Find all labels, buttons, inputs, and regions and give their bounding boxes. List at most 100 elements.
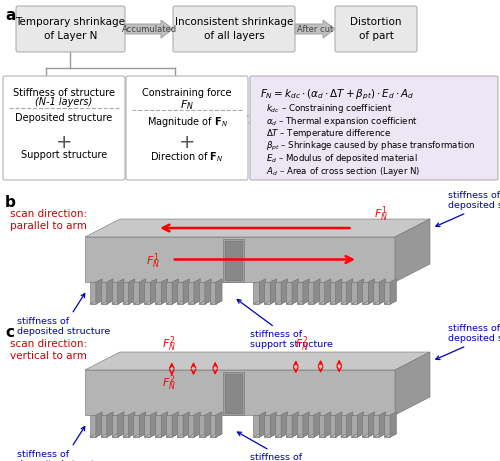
- Polygon shape: [395, 219, 430, 282]
- Polygon shape: [177, 301, 190, 304]
- Text: stiffness of
deposited structure: stiffness of deposited structure: [436, 324, 500, 360]
- Polygon shape: [264, 282, 270, 304]
- Polygon shape: [362, 282, 368, 304]
- Polygon shape: [340, 434, 353, 437]
- Polygon shape: [224, 372, 244, 415]
- Polygon shape: [118, 279, 124, 304]
- Polygon shape: [150, 279, 156, 304]
- Polygon shape: [297, 415, 303, 437]
- Polygon shape: [352, 301, 364, 304]
- Polygon shape: [275, 282, 281, 304]
- Text: $\Delta T$ – Temperature difference: $\Delta T$ – Temperature difference: [266, 127, 391, 140]
- Polygon shape: [308, 434, 320, 437]
- Polygon shape: [210, 434, 222, 437]
- Polygon shape: [318, 434, 331, 437]
- Polygon shape: [199, 282, 205, 304]
- Polygon shape: [210, 301, 222, 304]
- Polygon shape: [210, 415, 216, 437]
- Text: stiffness of
deposited structure: stiffness of deposited structure: [17, 426, 110, 461]
- Polygon shape: [134, 301, 146, 304]
- Polygon shape: [336, 412, 342, 437]
- Text: $\alpha_d$ – Thermal expansion coefficient: $\alpha_d$ – Thermal expansion coefficie…: [266, 114, 418, 128]
- Polygon shape: [205, 279, 211, 304]
- Polygon shape: [346, 412, 353, 437]
- Polygon shape: [308, 301, 320, 304]
- Polygon shape: [140, 279, 146, 304]
- Polygon shape: [205, 412, 211, 437]
- Text: stiffness of
deposited structure: stiffness of deposited structure: [17, 294, 110, 337]
- Polygon shape: [224, 239, 244, 282]
- Text: stiffness of
deposited structure: stiffness of deposited structure: [436, 190, 500, 226]
- Polygon shape: [90, 434, 102, 437]
- Polygon shape: [156, 415, 162, 437]
- Polygon shape: [286, 415, 292, 437]
- Polygon shape: [286, 282, 292, 304]
- Text: After cut: After cut: [297, 24, 333, 34]
- Text: $F_N^2$: $F_N^2$: [162, 335, 175, 355]
- Polygon shape: [297, 282, 303, 304]
- Polygon shape: [144, 282, 150, 304]
- Polygon shape: [373, 282, 379, 304]
- Polygon shape: [112, 434, 124, 437]
- Polygon shape: [281, 279, 287, 304]
- Polygon shape: [101, 415, 107, 437]
- Polygon shape: [318, 415, 324, 437]
- Text: $F_N = k_{dc} \cdot (\alpha_d \cdot \Delta T + \beta_{pt}) \cdot E_d \cdot A_d$: $F_N = k_{dc} \cdot (\alpha_d \cdot \Del…: [260, 88, 414, 102]
- Polygon shape: [275, 301, 287, 304]
- Polygon shape: [156, 282, 162, 304]
- Polygon shape: [362, 415, 368, 437]
- Polygon shape: [188, 434, 200, 437]
- Text: Stiffness of structure: Stiffness of structure: [13, 88, 115, 98]
- Polygon shape: [112, 301, 124, 304]
- Text: c: c: [5, 325, 14, 340]
- Polygon shape: [199, 301, 211, 304]
- Polygon shape: [295, 20, 335, 38]
- Polygon shape: [194, 412, 200, 437]
- Polygon shape: [373, 415, 379, 437]
- Polygon shape: [358, 412, 364, 437]
- Polygon shape: [188, 415, 194, 437]
- Polygon shape: [177, 282, 183, 304]
- Polygon shape: [292, 412, 298, 437]
- Polygon shape: [254, 282, 260, 304]
- Polygon shape: [85, 237, 395, 282]
- Polygon shape: [172, 279, 178, 304]
- Polygon shape: [134, 415, 140, 437]
- Polygon shape: [330, 301, 342, 304]
- Polygon shape: [134, 434, 146, 437]
- Polygon shape: [166, 415, 172, 437]
- Text: Constraining force: Constraining force: [142, 88, 232, 98]
- Polygon shape: [379, 279, 386, 304]
- Text: $F_N^2$: $F_N^2$: [295, 335, 309, 355]
- Text: $E_d$ – Modulus of deposited material: $E_d$ – Modulus of deposited material: [266, 152, 418, 165]
- Text: $A_d$ – Area of cross section (Layer N): $A_d$ – Area of cross section (Layer N): [266, 165, 420, 177]
- Text: Magnitude of $\mathbf{F}_N$: Magnitude of $\mathbf{F}_N$: [146, 115, 228, 129]
- FancyBboxPatch shape: [3, 76, 125, 180]
- Polygon shape: [101, 282, 107, 304]
- Polygon shape: [226, 374, 242, 413]
- Text: $F_N^2$: $F_N^2$: [162, 373, 175, 393]
- Text: $F_N$: $F_N$: [180, 98, 194, 112]
- Polygon shape: [281, 412, 287, 437]
- Polygon shape: [134, 282, 140, 304]
- Polygon shape: [340, 282, 346, 304]
- Polygon shape: [112, 282, 117, 304]
- Polygon shape: [286, 301, 298, 304]
- Polygon shape: [384, 301, 396, 304]
- Polygon shape: [314, 412, 320, 437]
- Polygon shape: [144, 434, 156, 437]
- Polygon shape: [166, 301, 178, 304]
- Polygon shape: [330, 434, 342, 437]
- Polygon shape: [297, 434, 309, 437]
- Polygon shape: [340, 301, 353, 304]
- Polygon shape: [144, 301, 156, 304]
- FancyBboxPatch shape: [173, 6, 295, 52]
- Polygon shape: [107, 279, 113, 304]
- Polygon shape: [183, 279, 190, 304]
- Text: Inconsistent shrinkage
of all layers: Inconsistent shrinkage of all layers: [175, 18, 293, 41]
- Polygon shape: [128, 279, 135, 304]
- Polygon shape: [340, 415, 346, 437]
- Polygon shape: [303, 412, 309, 437]
- Polygon shape: [128, 412, 135, 437]
- Polygon shape: [140, 412, 146, 437]
